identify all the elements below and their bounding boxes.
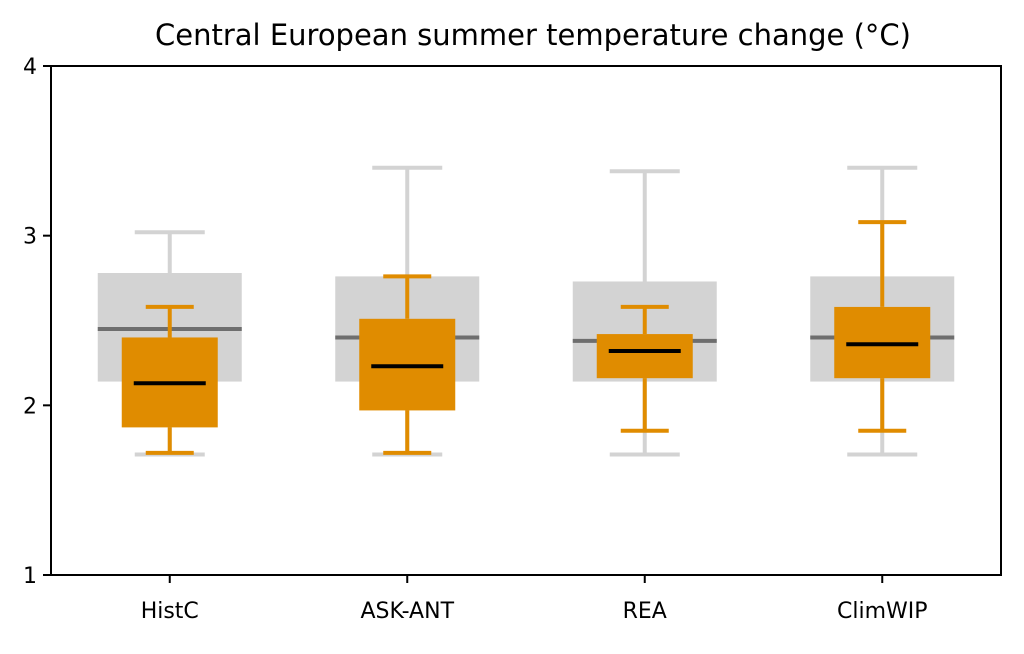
y-tick-label: 1 [23,564,37,589]
y-tick-label: 3 [23,225,37,250]
axes-frame [50,65,1002,576]
weighted-box-climwip [834,220,931,433]
x-tick-label: HistC [141,599,199,624]
weighted-box-rea [596,304,693,433]
chart-title: Central European summer temperature chan… [155,18,911,52]
y-tick-label: 2 [23,394,37,419]
y-tick-label: 4 [23,55,37,80]
x-tick-label: ClimWIP [837,599,928,624]
x-tick-label: REA [623,599,667,624]
axes: 1 2 3 4 HistC ASK-ANT REA ClimWIP [23,55,1002,624]
plot-area [97,165,955,457]
x-tick-label: ASK-ANT [360,599,454,624]
weighted-iqr-box [596,334,693,379]
weighted-box-histc [121,304,218,455]
weighted-box-ask-ant [359,274,456,455]
